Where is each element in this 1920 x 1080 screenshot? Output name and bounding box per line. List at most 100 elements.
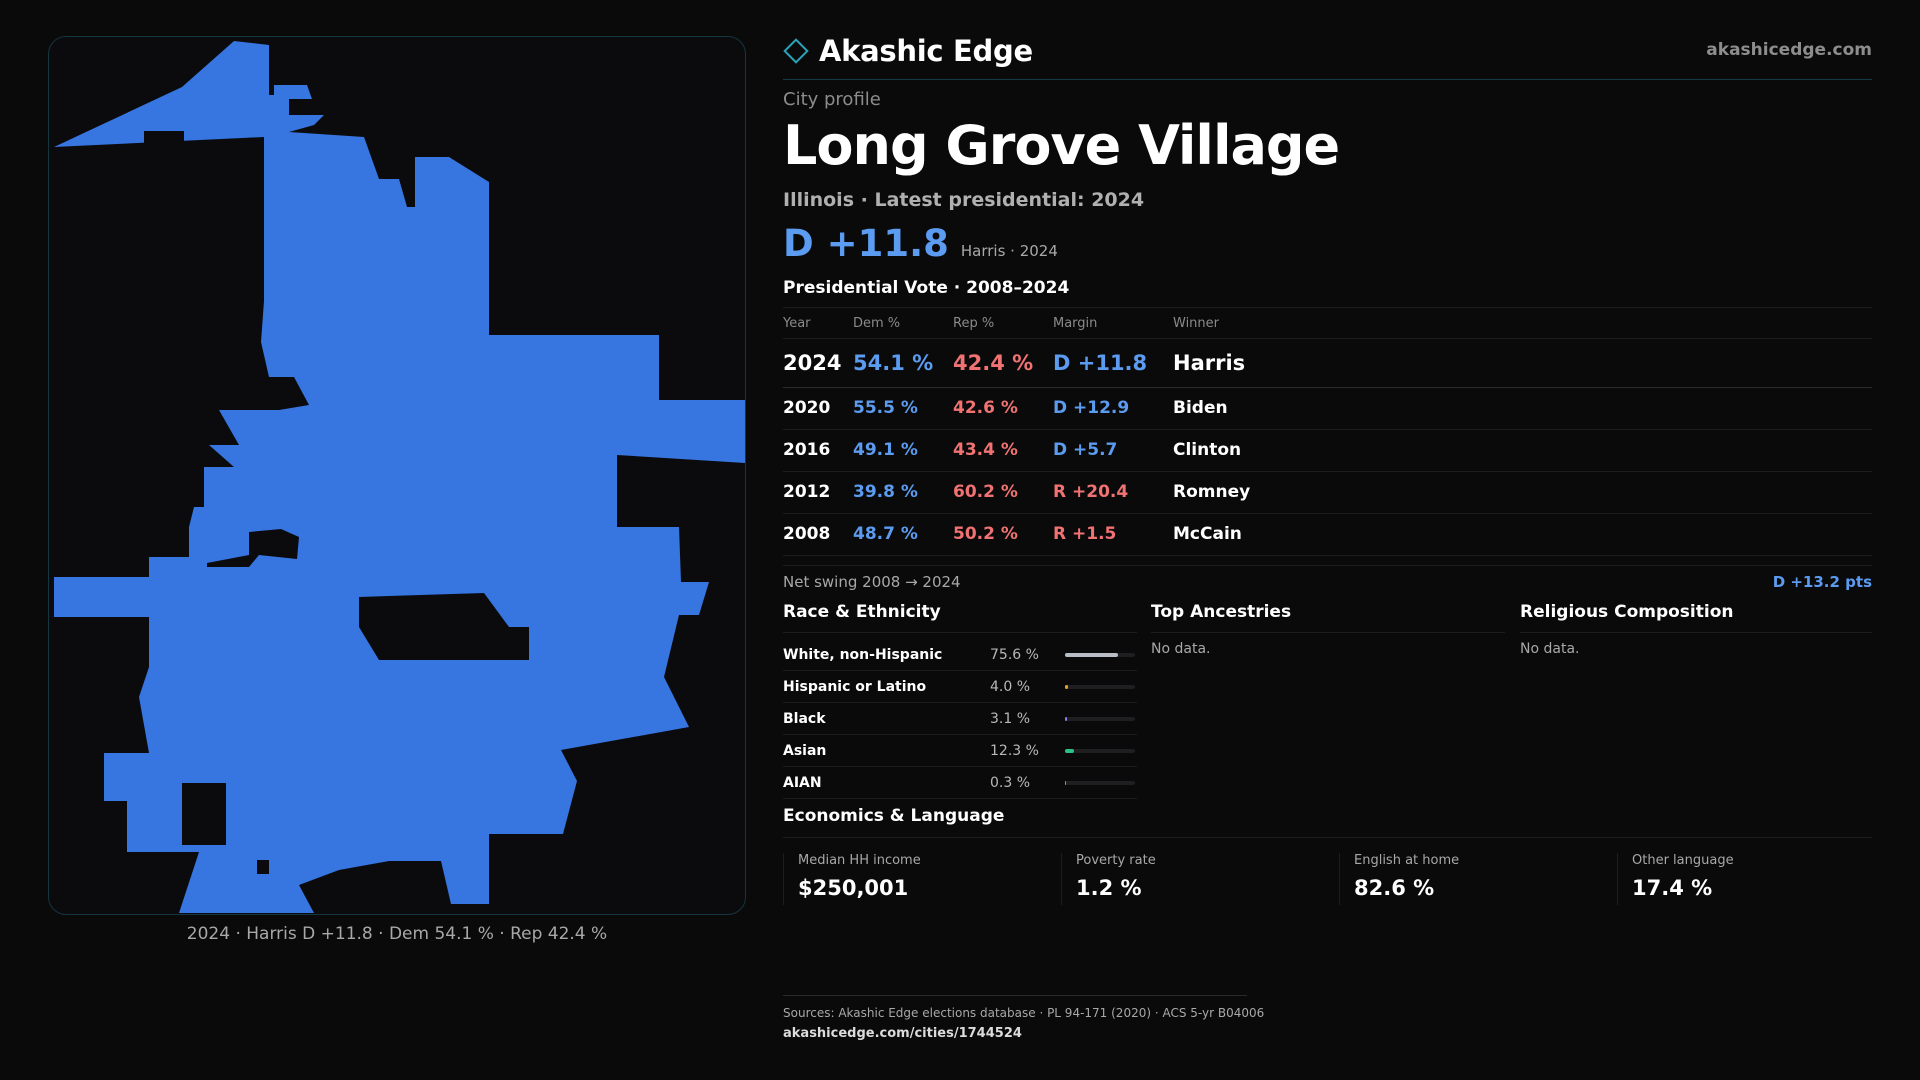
ancestries-section: Top Ancestries No data.: [1151, 602, 1505, 657]
race-label: Asian: [783, 743, 827, 759]
cell-margin: D +5.7: [1053, 440, 1118, 460]
header-dem: Dem %: [853, 316, 901, 331]
net-swing-row: Net swing 2008 → 2024 D +13.2 pts: [783, 565, 1872, 596]
headline-margin-value: D +11.8: [783, 222, 949, 265]
site-url-link[interactable]: akashicedge.com: [1706, 40, 1872, 60]
race-row: AIAN 0.3 %: [783, 767, 1137, 799]
table-row: 2012 39.8 % 60.2 % R +20.4 Romney: [783, 472, 1872, 514]
cell-winner: Romney: [1173, 482, 1251, 502]
econ-label: English at home: [1354, 853, 1460, 868]
religion-empty: No data.: [1520, 641, 1580, 657]
econ-card-income: Median HH income $250,001: [783, 853, 1060, 905]
cell-rep: 42.4 %: [953, 351, 1034, 375]
race-row: Black 3.1 %: [783, 703, 1137, 735]
table-row: 2024 54.1 % 42.4 % D +11.8 Harris: [783, 339, 1872, 388]
cell-winner: Harris: [1173, 351, 1246, 375]
cell-winner: McCain: [1173, 524, 1242, 544]
econ-value: 82.6 %: [1354, 876, 1435, 900]
race-label: White, non-Hispanic: [783, 647, 943, 663]
city-boundary-shape: [54, 41, 745, 913]
cell-dem: 48.7 %: [853, 524, 918, 544]
footer-divider: [783, 995, 1247, 996]
ancestries-empty: No data.: [1151, 641, 1211, 657]
cell-winner: Biden: [1173, 398, 1228, 418]
headline-margin: D +11.8 Harris · 2024: [783, 222, 1058, 265]
page-subtitle: Illinois · Latest presidential: 2024: [783, 189, 1145, 211]
table-divider: [783, 307, 1872, 308]
econ-value: 1.2 %: [1076, 876, 1142, 900]
race-bar-track: [1065, 717, 1135, 721]
race-bar-track: [1065, 685, 1135, 689]
cell-rep: 42.6 %: [953, 398, 1018, 418]
page-eyebrow: City profile: [783, 89, 881, 110]
cell-rep: 60.2 %: [953, 482, 1018, 502]
race-value: 0.3 %: [990, 775, 1031, 791]
net-swing-label: Net swing 2008 → 2024: [783, 573, 961, 591]
race-label: Hispanic or Latino: [783, 679, 927, 695]
map-caption: 2024 · Harris D +11.8 · Dem 54.1 % · Rep…: [186, 924, 608, 944]
race-label: Black: [783, 711, 826, 727]
cell-year: 2016: [783, 440, 831, 460]
race-value: 3.1 %: [990, 711, 1031, 727]
cell-year: 2020: [783, 398, 831, 418]
econ-label: Median HH income: [798, 853, 921, 868]
race-row: Hispanic or Latino 4.0 %: [783, 671, 1137, 703]
race-value: 4.0 %: [990, 679, 1031, 695]
econ-card-english: English at home 82.6 %: [1339, 853, 1616, 905]
econ-card-poverty: Poverty rate 1.2 %: [1061, 853, 1338, 905]
race-value: 75.6 %: [990, 647, 1039, 663]
econ-value: $250,001: [798, 876, 909, 900]
header-year: Year: [783, 316, 811, 331]
race-value: 12.3 %: [990, 743, 1039, 759]
footer-url-link[interactable]: akashicedge.com/cities/1744524: [783, 1026, 1022, 1041]
page-title: Long Grove Village: [783, 114, 1340, 177]
race-row: White, non-Hispanic 75.6 %: [783, 639, 1137, 671]
diamond-logo-icon: [783, 38, 809, 64]
economics-section-title: Economics & Language: [783, 806, 1005, 826]
race-bar-track: [1065, 749, 1135, 753]
race-bar-fill: [1065, 685, 1068, 689]
cell-rep: 43.4 %: [953, 440, 1018, 460]
presidential-vote-table: Year Dem % Rep % Margin Winner 2024 54.1…: [783, 307, 1872, 556]
city-boundary-map: [48, 36, 746, 915]
race-bar-track: [1065, 781, 1135, 785]
cell-rep: 50.2 %: [953, 524, 1018, 544]
cell-dem: 54.1 %: [853, 351, 934, 375]
table-header: Year Dem % Rep % Margin Winner: [783, 308, 1872, 338]
race-bar-fill: [1065, 749, 1074, 753]
cell-margin: D +11.8: [1053, 351, 1148, 375]
footer-sources: Sources: Akashic Edge elections database…: [783, 1006, 1265, 1020]
header-divider: [783, 79, 1872, 80]
econ-value: 17.4 %: [1632, 876, 1713, 900]
cell-dem: 39.8 %: [853, 482, 918, 502]
table-divider: [783, 338, 1872, 339]
cell-year: 2008: [783, 524, 831, 544]
brand-name: Akashic Edge: [819, 34, 1033, 68]
header-winner: Winner: [1173, 316, 1220, 331]
race-bar-track: [1065, 653, 1135, 657]
religion-section: Religious Composition No data.: [1520, 602, 1872, 657]
table-row: 2008 48.7 % 50.2 % R +1.5 McCain: [783, 514, 1872, 556]
race-bar-fill: [1065, 653, 1118, 657]
race-bar-fill: [1065, 781, 1067, 785]
race-section-title: Race & Ethnicity: [783, 602, 1137, 633]
net-swing-value: D +13.2 pts: [1772, 573, 1872, 591]
cell-winner: Clinton: [1173, 440, 1242, 460]
header-margin: Margin: [1053, 316, 1098, 331]
cell-margin: R +20.4: [1053, 482, 1129, 502]
race-label: AIAN: [783, 775, 822, 791]
economics-divider: [783, 837, 1872, 838]
cell-year: 2024: [783, 351, 842, 375]
ancestries-section-title: Top Ancestries: [1151, 602, 1505, 633]
cell-dem: 55.5 %: [853, 398, 918, 418]
race-bar-fill: [1065, 717, 1068, 721]
cell-margin: D +12.9: [1053, 398, 1130, 418]
econ-label: Other language: [1632, 853, 1734, 868]
header-rep: Rep %: [953, 316, 995, 331]
cell-dem: 49.1 %: [853, 440, 918, 460]
brand[interactable]: Akashic Edge: [783, 34, 1033, 68]
race-ethnicity-section: Race & Ethnicity White, non-Hispanic 75.…: [783, 602, 1137, 799]
vote-table-title: Presidential Vote · 2008–2024: [783, 278, 1070, 298]
econ-card-other-language: Other language 17.4 %: [1617, 853, 1872, 905]
cell-year: 2012: [783, 482, 831, 502]
